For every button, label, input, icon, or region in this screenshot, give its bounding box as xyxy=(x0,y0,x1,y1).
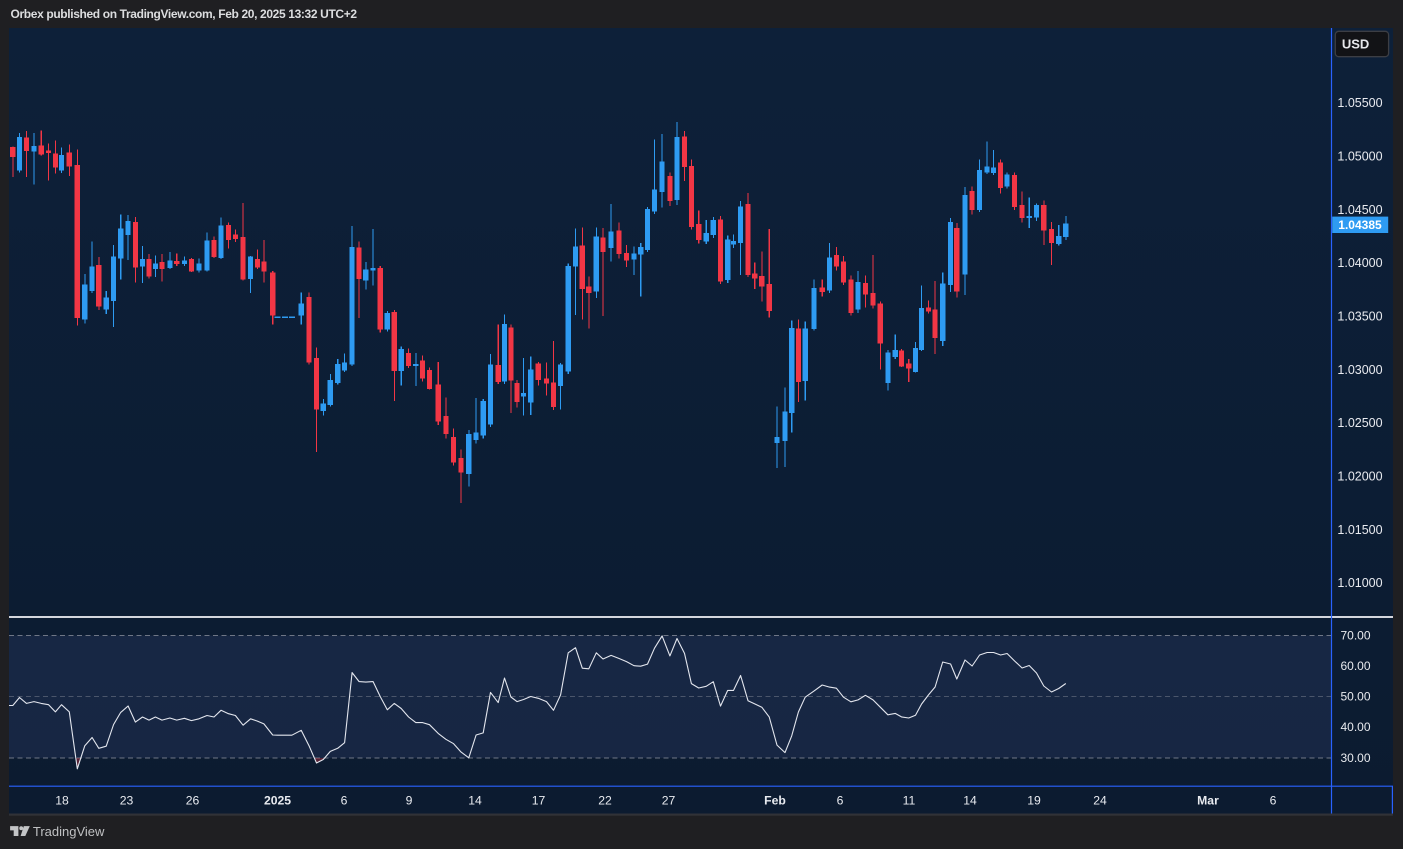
svg-text:1.01500: 1.01500 xyxy=(1337,523,1382,537)
svg-text:1.05500: 1.05500 xyxy=(1337,96,1382,110)
svg-text:1.03500: 1.03500 xyxy=(1337,310,1382,324)
svg-text:22: 22 xyxy=(598,794,612,808)
svg-text:14: 14 xyxy=(468,794,482,808)
svg-text:6: 6 xyxy=(837,794,844,808)
svg-text:26: 26 xyxy=(186,794,200,808)
svg-text:27: 27 xyxy=(662,794,676,808)
svg-text:11: 11 xyxy=(903,794,916,808)
svg-text:2025: 2025 xyxy=(264,794,291,808)
svg-text:60.00: 60.00 xyxy=(1341,659,1371,673)
svg-text:40.00: 40.00 xyxy=(1341,720,1371,734)
svg-text:6: 6 xyxy=(341,794,348,808)
svg-text:1.04000: 1.04000 xyxy=(1337,256,1382,270)
svg-text:1.04500: 1.04500 xyxy=(1337,203,1382,217)
svg-text:Feb: Feb xyxy=(764,794,786,808)
svg-text:6: 6 xyxy=(1270,794,1277,808)
svg-text:1.03000: 1.03000 xyxy=(1337,363,1382,377)
svg-text:TradingView: TradingView xyxy=(33,824,105,839)
svg-text:USD: USD xyxy=(1342,36,1369,51)
svg-text:9: 9 xyxy=(406,794,413,808)
svg-text:1.04385: 1.04385 xyxy=(1338,218,1382,232)
svg-text:Orbex published on TradingView: Orbex published on TradingView.com, Feb … xyxy=(11,7,358,21)
svg-text:24: 24 xyxy=(1093,794,1107,808)
svg-text:1.01000: 1.01000 xyxy=(1337,576,1382,590)
svg-text:18: 18 xyxy=(55,794,69,808)
svg-text:1.02500: 1.02500 xyxy=(1337,416,1382,430)
svg-text:70.00: 70.00 xyxy=(1341,629,1371,643)
svg-text:19: 19 xyxy=(1027,794,1041,808)
svg-text:30.00: 30.00 xyxy=(1341,751,1371,765)
svg-text:17: 17 xyxy=(532,794,546,808)
svg-text:1.05000: 1.05000 xyxy=(1337,150,1382,164)
svg-text:14: 14 xyxy=(963,794,977,808)
svg-text:23: 23 xyxy=(120,794,134,808)
svg-text:1.02000: 1.02000 xyxy=(1337,470,1382,484)
svg-text:50.00: 50.00 xyxy=(1341,690,1371,704)
svg-text:Mar: Mar xyxy=(1197,794,1219,808)
